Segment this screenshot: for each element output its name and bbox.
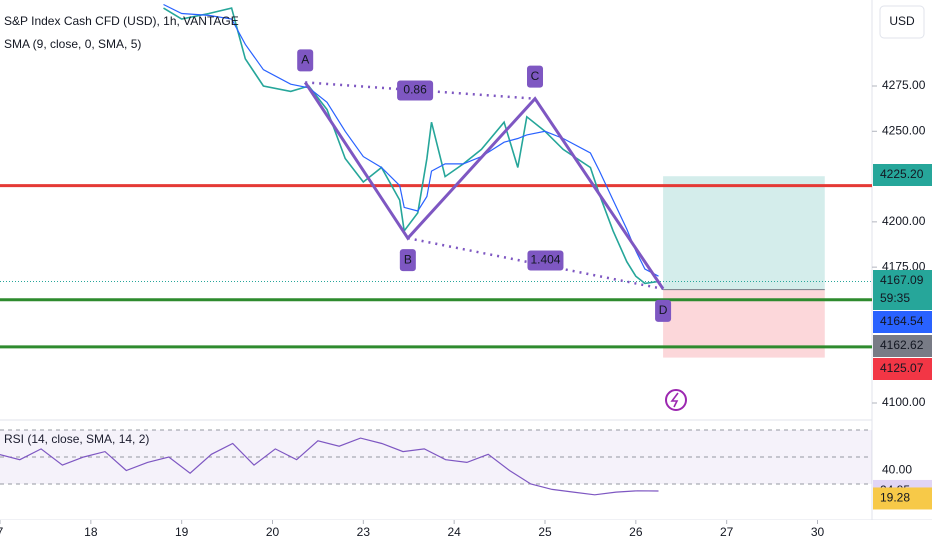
axis-cover [0,520,932,550]
price-tag [873,335,932,357]
main-pane: 0.86 1.404 A B C D [0,3,872,358]
ratio-label: 0.86 [403,83,427,97]
indicator-label: SMA (9, close, 0, SMA, 5) [4,37,141,51]
target-zone [663,176,825,290]
date-tick-label: 24 [447,525,461,539]
rsi-tag-label: 19.28 [880,491,910,505]
date-tick-label: 19 [175,525,189,539]
currency-button[interactable] [879,5,925,39]
price-tag [873,288,932,310]
alert-icon[interactable] [665,389,687,411]
price-tag-label: 4225.20 [880,167,924,181]
date-tick-label: 26 [629,525,643,539]
price-tag [873,358,932,380]
price-tag [873,270,932,292]
price-tag-label: 4162.62 [880,338,924,352]
point-label: A [301,53,309,67]
rsi-label: RSI (14, close, SMA, 14, 2) [4,432,149,446]
price-tick-label: 4200.00 [882,214,926,228]
price-tag [873,164,932,186]
ratio-box [527,250,564,271]
price-tick-label: 4250.00 [882,123,926,137]
point-box [655,299,672,322]
date-tick-label: 25 [538,525,552,539]
price-tick-label: 4175.00 [882,259,926,273]
currency-label[interactable]: USD [889,14,915,28]
ratio-label: 1.404 [530,253,560,267]
price-line [163,3,659,277]
point-box [527,65,544,88]
ratio-line [407,236,664,291]
date-tick-label: 30 [811,525,825,539]
price-tag-label: 4125.07 [880,361,924,375]
price-tag [873,311,932,333]
date-tick-label: 18 [84,525,98,539]
xabcd-zigzag [303,81,665,290]
date-tick-label: 20 [266,525,280,539]
price-tag-label: 59:35 [880,291,910,305]
price-tick-label: 4100.00 [882,395,926,409]
ratio-box [397,80,434,101]
date-tick-label: 7 [0,525,4,539]
point-box [399,249,416,272]
price-tag-label: 4164.54 [880,314,924,328]
date-tick-label: 23 [357,525,371,539]
rsi-tag [873,487,932,510]
point-label: C [531,69,540,83]
symbol-title: S&P Index Cash CFD (USD), 1h, VANTAGE [4,14,239,28]
date-tick-label: 27 [720,525,734,539]
alert-bolt [670,392,679,408]
rsi-tick-label: 40.00 [882,463,912,477]
point-label: D [659,303,668,317]
rsi-line [0,437,659,496]
price-tick-label: 4275.00 [882,78,926,92]
price-tag-label: 4167.09 [880,273,924,287]
point-label: B [404,252,412,266]
point-box [297,49,314,72]
